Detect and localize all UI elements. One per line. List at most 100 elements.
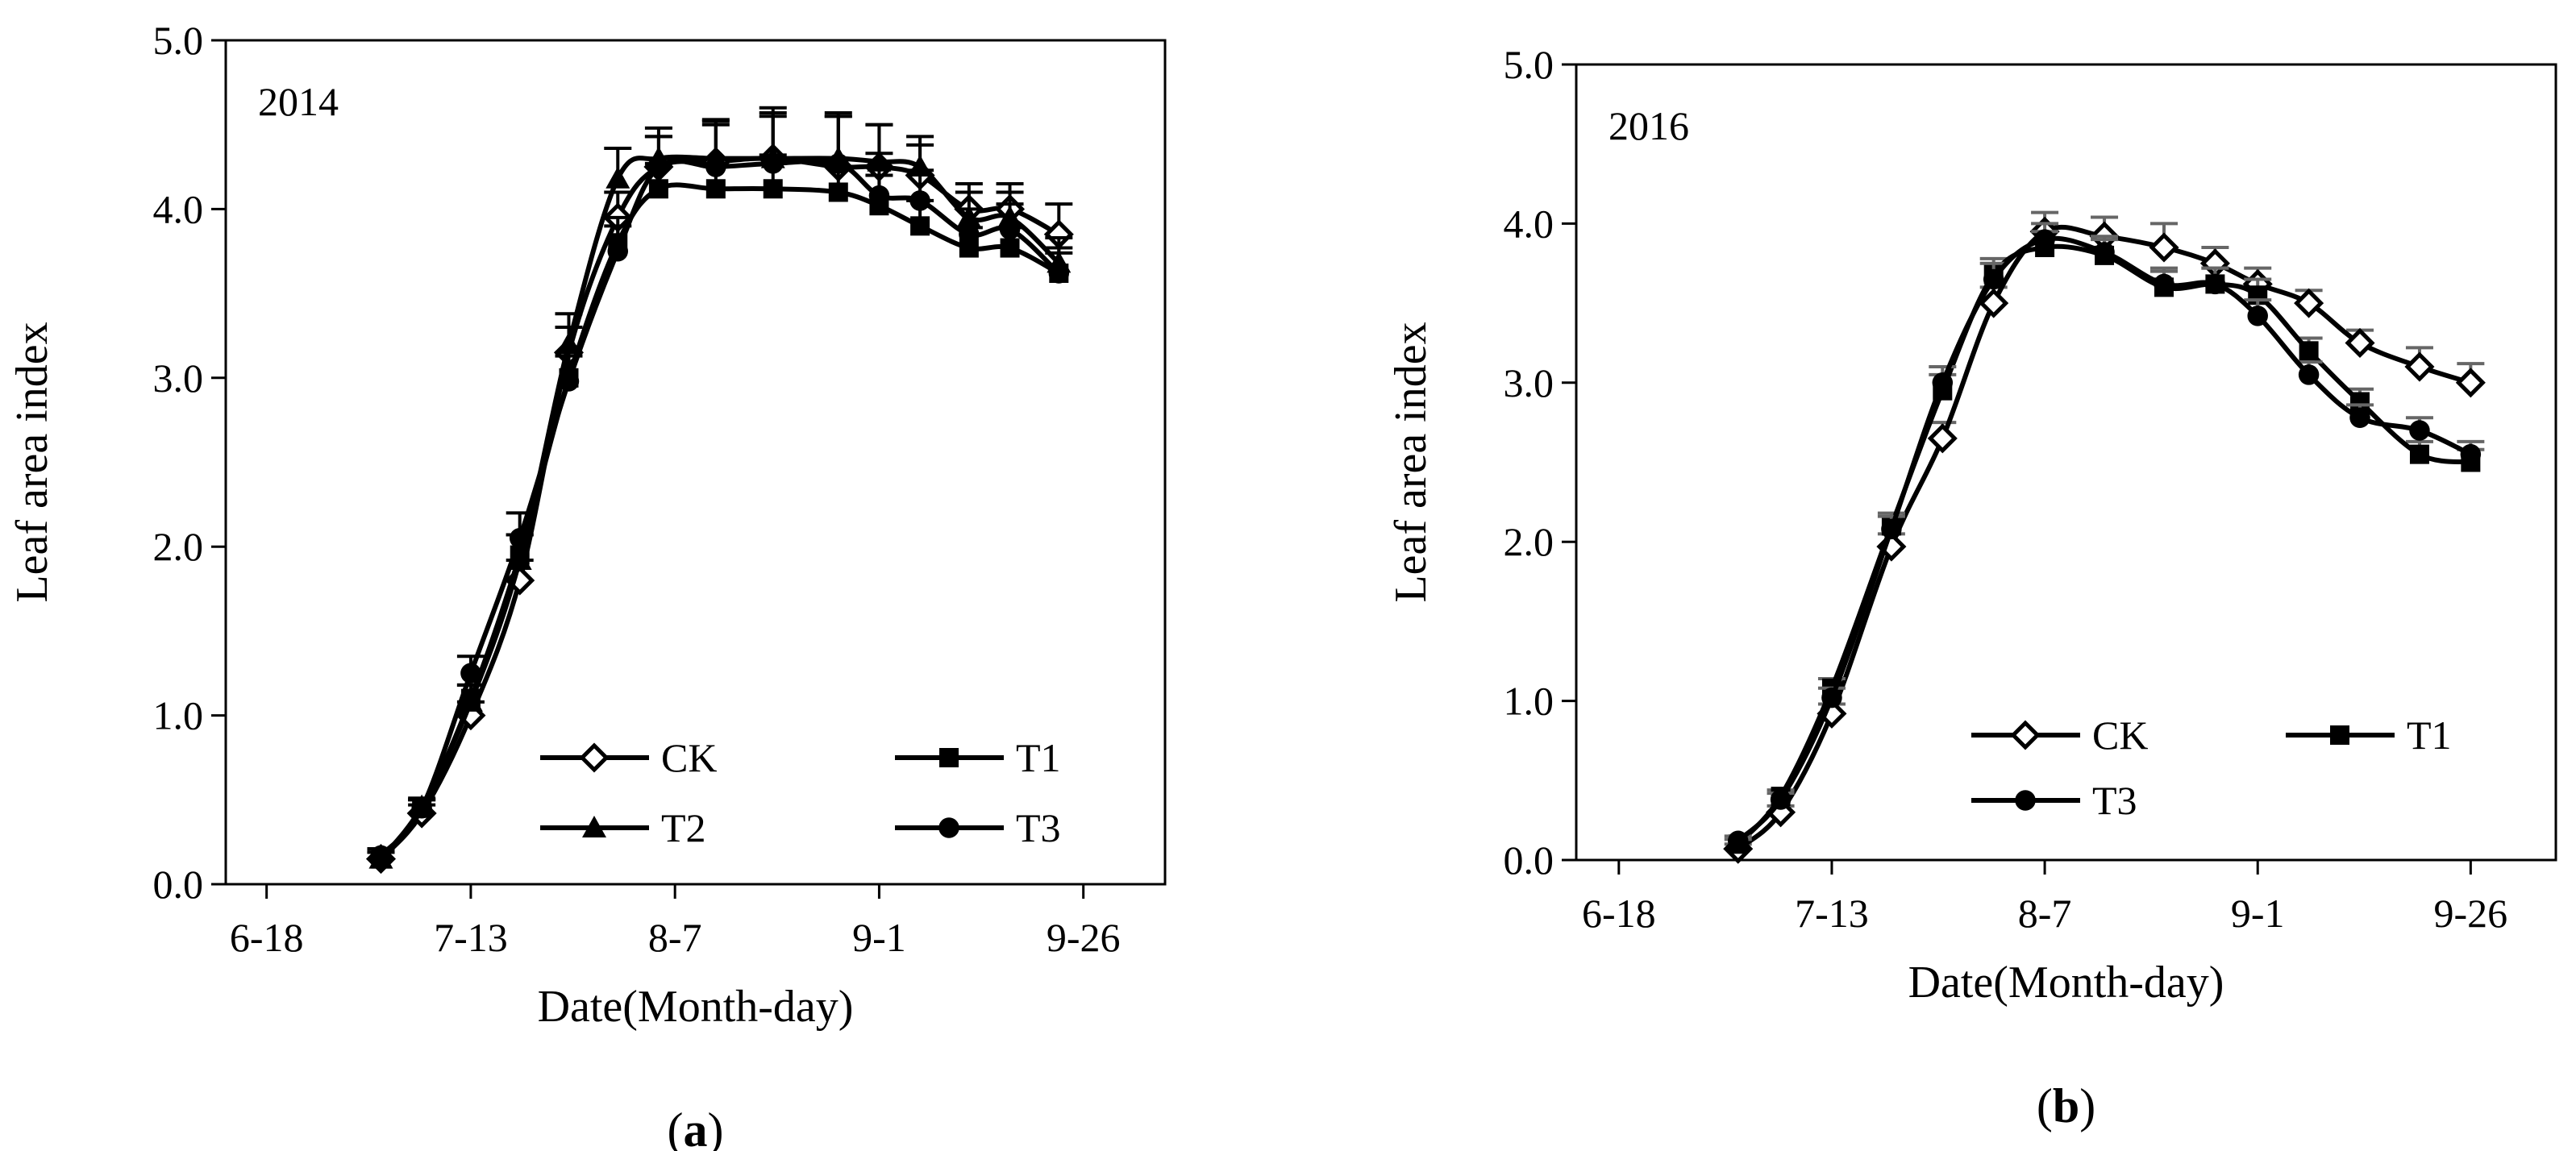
data-point	[2149, 232, 2179, 263]
chart-panel-2: 0.0 1.0 2.0 3.0 4.0 5.0 6-18 7-13 8-7 9-1 9-26 Date…	[1386, 42, 2557, 1132]
x-tick-label: 7-13	[434, 915, 508, 960]
series-t3	[1724, 222, 2485, 852]
chart-panel-1: 0.0 1.0 2.0 3.0 4.0 5.0 6-18 7-13 8-7 9-1 9-26 Date…	[7, 18, 1167, 1151]
data-point	[999, 218, 1021, 240]
data-point	[1821, 687, 1842, 708]
data-point	[2298, 364, 2320, 385]
data-point	[458, 689, 483, 712]
data-point	[705, 179, 726, 199]
data-point	[556, 331, 581, 354]
panel-label-open: (	[668, 1103, 684, 1151]
data-point	[909, 190, 930, 211]
data-point	[2455, 368, 2486, 398]
data-point	[507, 547, 532, 570]
x-tick-label: 6-18	[1582, 891, 1656, 936]
data-point	[648, 179, 668, 199]
data-point	[2404, 351, 2435, 382]
data-point	[2345, 327, 2375, 358]
data-point	[2409, 420, 2430, 441]
y-axis-title: Leaf area index	[1386, 322, 1436, 602]
data-point	[2247, 305, 2268, 326]
panel-label-letter: b	[2053, 1079, 2079, 1132]
data-point	[2299, 341, 2319, 361]
panel-label-letter: a	[684, 1103, 708, 1151]
data-point	[1727, 830, 1749, 852]
data-point	[558, 371, 580, 392]
y-tick-label: 0.0	[1504, 837, 1554, 883]
series-ck	[1723, 210, 2486, 864]
data-point	[606, 166, 630, 189]
y-tick-label: 2.0	[153, 524, 204, 569]
y-tick-label: 3.0	[1504, 360, 1554, 405]
legend-marker	[579, 742, 610, 773]
legend-marker	[2010, 720, 2041, 750]
series-t1	[1724, 230, 2485, 854]
x-axis-title: Date(Month-day)	[538, 982, 854, 1032]
data-point	[828, 182, 848, 202]
y-tick-label: 5.0	[1504, 42, 1554, 87]
data-point	[910, 216, 930, 236]
y-tick-label: 1.0	[1504, 679, 1554, 724]
legend-label: CK	[2092, 713, 2148, 758]
series-line	[1736, 243, 2471, 846]
data-point	[370, 845, 392, 866]
legend-marker	[938, 817, 959, 838]
plot-frame	[1575, 63, 2557, 862]
data-point	[868, 185, 890, 206]
x-tick-label: 8-7	[2018, 891, 2072, 936]
data-point	[509, 527, 531, 549]
year-annotation: 2014	[258, 79, 339, 124]
y-tick-label: 1.0	[153, 693, 204, 738]
y-tick-label: 0.0	[153, 862, 204, 907]
legend-label: T3	[1016, 805, 1061, 850]
data-point	[460, 663, 481, 684]
data-point	[2294, 288, 2324, 318]
series-line	[1736, 235, 2472, 843]
data-point	[411, 798, 432, 819]
panel-label-open: (	[2037, 1079, 2053, 1132]
panel-label-close: )	[708, 1103, 724, 1151]
legend-label: CK	[661, 735, 717, 780]
data-point	[1881, 518, 1902, 540]
x-tick-label: 7-13	[1795, 891, 1869, 936]
data-point	[2460, 443, 2482, 465]
series-t1	[367, 153, 1073, 869]
x-tick-label: 9-26	[1047, 915, 1121, 960]
x-axis-title: Date(Month-day)	[1908, 958, 2224, 1008]
y-axis-title: Leaf area index	[7, 322, 57, 602]
x-tick-label: 9-1	[852, 915, 906, 960]
legend-marker	[939, 748, 959, 767]
data-point	[1932, 372, 1954, 393]
y-tick-label: 4.0	[153, 186, 204, 231]
legend-label: T1	[1016, 735, 1061, 780]
data-point	[2034, 229, 2055, 250]
data-point	[763, 179, 783, 199]
data-point	[762, 153, 784, 174]
legend: CK T1 T3	[1971, 713, 2452, 823]
x-tick-label: 9-1	[2231, 891, 2285, 936]
data-point	[1979, 288, 2009, 318]
data-point	[1927, 423, 1958, 454]
legend: CK T1 T2 T3	[540, 735, 1061, 850]
data-point	[2349, 407, 2370, 428]
legend-label: T3	[2092, 778, 2137, 823]
data-point	[2204, 273, 2226, 295]
legend-marker	[2015, 790, 2036, 811]
data-point	[2094, 242, 2115, 263]
legend-label: T2	[661, 805, 706, 850]
y-tick-label: 4.0	[1504, 201, 1554, 246]
panel-label: (b)	[2037, 1079, 2095, 1132]
data-point	[1000, 238, 1020, 258]
data-point	[705, 156, 726, 177]
x-tick-label: 8-7	[648, 915, 702, 960]
data-point	[959, 224, 980, 245]
data-point	[1048, 263, 1070, 284]
data-point	[2154, 273, 2174, 295]
data-point	[828, 153, 849, 174]
y-tick-label: 5.0	[153, 18, 204, 63]
data-point	[1983, 268, 2004, 290]
legend-label: T1	[2407, 713, 2452, 758]
y-tick-label: 3.0	[153, 355, 204, 401]
panel-label-close: )	[2079, 1079, 2095, 1132]
